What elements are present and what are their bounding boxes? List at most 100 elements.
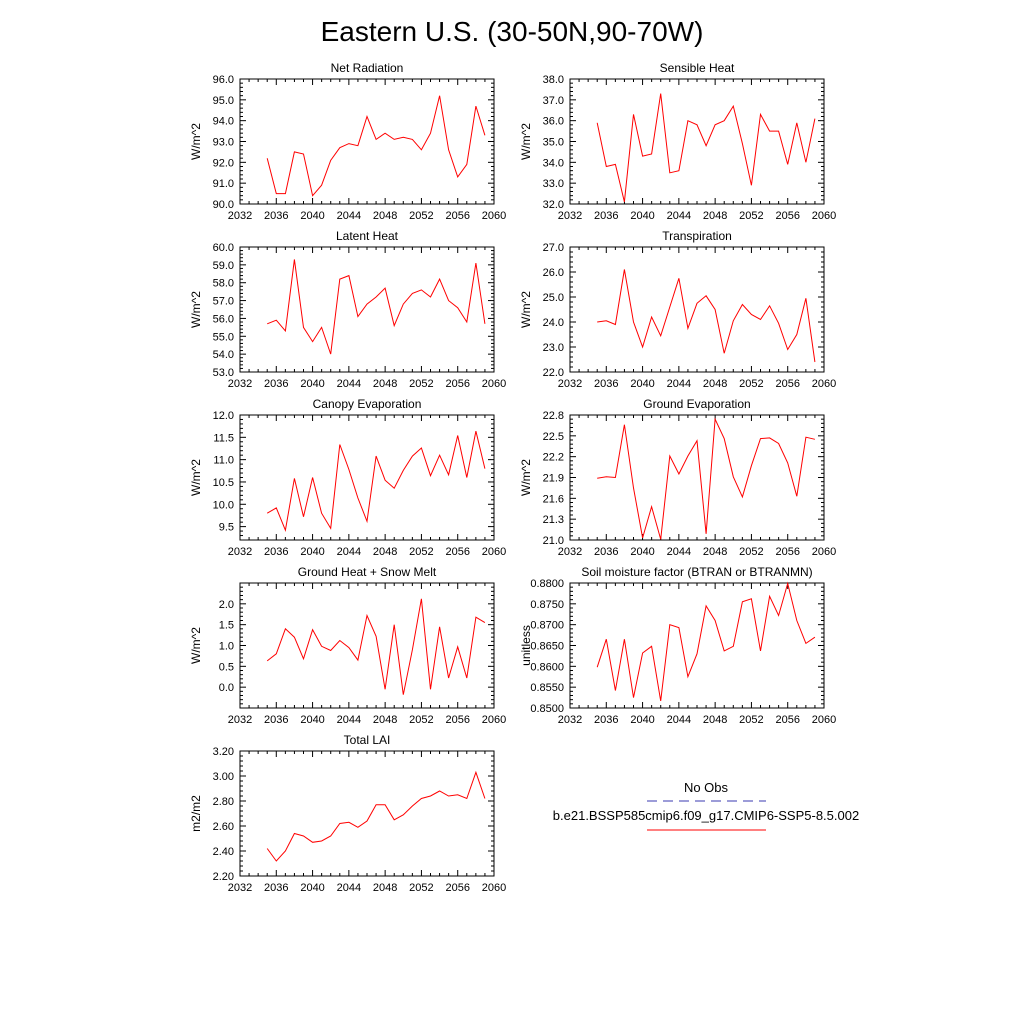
x-tick-label: 2032	[228, 714, 252, 726]
y-tick-label: 96.0	[213, 74, 234, 86]
x-tick-label: 2060	[482, 546, 506, 558]
y-tick-label: 24.0	[543, 317, 564, 329]
legend-case-label: b.e21.BSSP585cmip6.f09_g17.CMIP6-SSP5-8.…	[553, 808, 859, 823]
y-tick-label: 0.8600	[530, 661, 564, 673]
y-tick-label: 0.8500	[530, 703, 564, 715]
x-tick-label: 2044	[337, 714, 361, 726]
x-tick-label: 2048	[373, 378, 397, 390]
x-tick-label: 2048	[703, 378, 727, 390]
x-tick-label: 2040	[300, 882, 324, 894]
panel-title: Latent Heat	[336, 229, 399, 243]
y-axis-label: W/m^2	[519, 291, 533, 328]
x-tick-label: 2040	[300, 546, 324, 558]
x-tick-label: 2060	[482, 210, 506, 222]
y-axis-label: unitless	[519, 625, 533, 666]
x-tick-label: 2048	[703, 714, 727, 726]
x-tick-label: 2044	[667, 378, 691, 390]
x-tick-label: 2056	[445, 210, 469, 222]
y-tick-label: 93.0	[213, 137, 234, 149]
legend-obs-label: No Obs	[684, 780, 729, 795]
series-line	[266, 598, 486, 695]
x-tick-label: 2040	[300, 714, 324, 726]
x-tick-label: 2048	[373, 882, 397, 894]
x-tick-label: 2036	[594, 210, 618, 222]
x-tick-label: 2040	[300, 210, 324, 222]
y-tick-label: 53.0	[213, 367, 234, 379]
x-tick-label: 2048	[373, 714, 397, 726]
y-axis-label: W/m^2	[189, 627, 203, 664]
x-tick-label: 2052	[739, 546, 763, 558]
y-tick-label: 2.60	[213, 821, 234, 833]
panel-title: Ground Heat + Snow Melt	[298, 565, 437, 579]
y-tick-label: 11.5	[213, 432, 234, 444]
y-axis-label: W/m^2	[519, 123, 533, 160]
series-line	[597, 417, 816, 540]
y-tick-label: 60.0	[213, 242, 234, 254]
x-tick-label: 2040	[630, 546, 654, 558]
y-tick-label: 3.20	[213, 746, 234, 758]
chart-panel: Ground Heat + Snow Melt W/m^2 2032 2036 2040…	[189, 565, 506, 726]
x-tick-label: 2036	[594, 546, 618, 558]
series-line	[597, 269, 816, 363]
figure-title: Eastern U.S. (30-50N,90-70W)	[321, 16, 704, 47]
y-tick-label: 22.5	[543, 431, 564, 443]
y-tick-label: 33.0	[543, 178, 564, 190]
series-line	[596, 581, 816, 701]
x-tick-label: 2040	[630, 210, 654, 222]
x-tick-label: 2048	[703, 546, 727, 558]
x-tick-label: 2052	[739, 378, 763, 390]
y-tick-label: 90.0	[213, 199, 234, 211]
x-tick-label: 2036	[264, 714, 288, 726]
y-tick-label: 37.0	[543, 95, 564, 107]
y-tick-label: 56.0	[213, 313, 234, 325]
y-tick-label: 95.0	[213, 95, 234, 107]
x-tick-label: 2044	[337, 378, 361, 390]
y-tick-label: 22.0	[543, 367, 564, 379]
y-tick-label: 35.0	[543, 137, 564, 149]
y-tick-label: 22.2	[543, 452, 564, 464]
y-tick-label: 25.0	[543, 292, 564, 304]
x-tick-label: 2052	[409, 378, 433, 390]
x-tick-label: 2052	[409, 210, 433, 222]
x-tick-label: 2044	[667, 546, 691, 558]
x-tick-label: 2036	[264, 546, 288, 558]
y-tick-label: 27.0	[543, 242, 564, 254]
x-tick-label: 2036	[264, 210, 288, 222]
series-line	[596, 93, 816, 203]
x-tick-label: 2048	[373, 546, 397, 558]
y-axis-label: W/m^2	[519, 459, 533, 496]
x-tick-label: 2044	[337, 546, 361, 558]
chart-panel: Latent Heat W/m^2 2032 2036 2040 2044 2048 2052…	[189, 229, 506, 390]
y-axis-label: W/m^2	[189, 123, 203, 160]
y-tick-label: 0.0	[219, 682, 234, 694]
x-tick-label: 2056	[445, 882, 469, 894]
y-tick-label: 0.8650	[530, 641, 564, 653]
y-tick-label: 54.0	[213, 349, 234, 361]
panel-title: Transpiration	[662, 229, 732, 243]
x-tick-label: 2032	[558, 378, 582, 390]
y-tick-label: 12.0	[213, 410, 234, 422]
chart-panel: Soil moisture factor (BTRAN or BTRANMN) u…	[519, 565, 836, 726]
x-tick-label: 2056	[775, 210, 799, 222]
x-tick-label: 2032	[228, 882, 252, 894]
x-tick-label: 2044	[337, 210, 361, 222]
y-tick-label: 55.0	[213, 331, 234, 343]
x-tick-label: 2056	[445, 378, 469, 390]
y-tick-label: 21.0	[543, 535, 564, 547]
x-tick-label: 2048	[703, 210, 727, 222]
y-tick-label: 0.8750	[530, 599, 564, 611]
panel-title: Ground Evaporation	[643, 397, 750, 411]
x-tick-label: 2044	[667, 714, 691, 726]
x-tick-label: 2040	[300, 378, 324, 390]
panel-title: Canopy Evaporation	[313, 397, 422, 411]
x-tick-label: 2052	[739, 210, 763, 222]
x-tick-label: 2052	[739, 714, 763, 726]
y-tick-label: 2.40	[213, 846, 234, 858]
y-tick-label: 34.0	[543, 157, 564, 169]
chart-panel: Net Radiation W/m^2 2032 2036 2040 2044 2048 20…	[189, 61, 506, 222]
x-tick-label: 2056	[775, 546, 799, 558]
y-tick-label: 59.0	[213, 260, 234, 272]
y-tick-label: 36.0	[543, 116, 564, 128]
